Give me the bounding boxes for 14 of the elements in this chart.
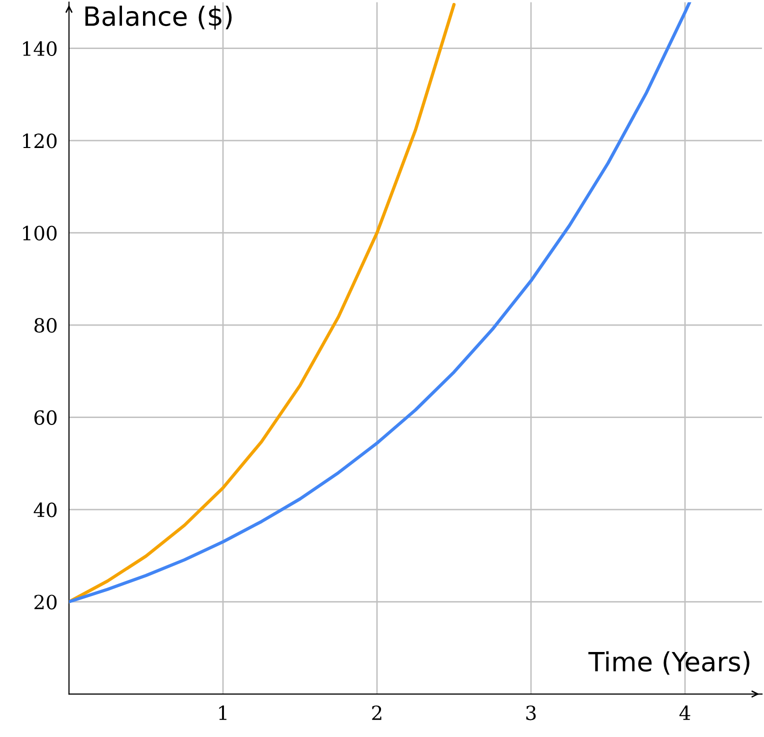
y-tick-label: 140 [23,41,57,56]
y-tick-label: 100 [23,226,57,240]
y-tick-label: 120 [23,134,57,148]
x-tick-label: 2 [372,705,382,720]
x-tick-label: 1 [219,705,226,720]
line-series [68,2,692,604]
x-tick-label: 4 [679,705,690,720]
y-tick-label: 40 [34,502,57,518]
y-tick-label: 20 [34,594,57,610]
y-axis-title: Balance ($) [85,6,232,30]
x-tick-label: 3 [526,705,536,720]
y-tick-label: 60 [34,410,57,425]
y-tick-label: 80 [34,318,57,333]
x-axis-title: Time (Years) [588,651,750,675]
